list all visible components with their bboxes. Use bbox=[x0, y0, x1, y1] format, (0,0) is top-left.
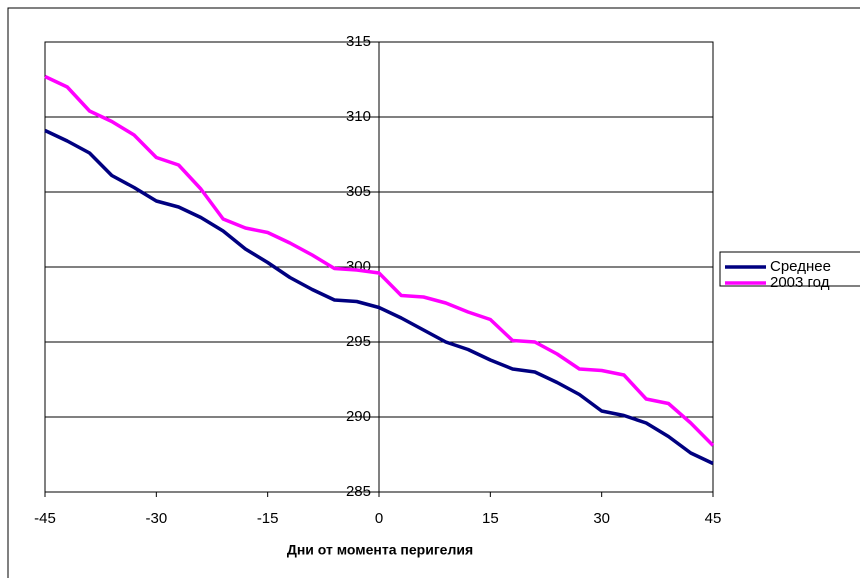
legend-box bbox=[719, 251, 860, 287]
x-tick-label: -15 bbox=[257, 510, 279, 527]
y-tick-label: 310 bbox=[346, 108, 371, 125]
y-tick-label: 305 bbox=[346, 183, 371, 200]
y-tick-label: 290 bbox=[346, 408, 371, 425]
x-axis-title: Дни от момента перигелия bbox=[287, 542, 473, 558]
x-tick-label: 15 bbox=[482, 510, 499, 527]
x-tick-label: -45 bbox=[34, 510, 56, 527]
y-tick-label: 315 bbox=[346, 33, 371, 50]
series-line bbox=[44, 74, 715, 447]
x-tick-label: 30 bbox=[593, 510, 610, 527]
chart-frame bbox=[7, 7, 860, 578]
y-tick-label: 285 bbox=[346, 483, 371, 500]
legend-label: Среднее bbox=[770, 258, 831, 275]
x-tick-label: 45 bbox=[705, 510, 722, 527]
x-tick-label: -30 bbox=[145, 510, 167, 527]
series-line bbox=[44, 128, 714, 466]
legend-label: 2003 год bbox=[770, 274, 830, 291]
x-tick-label: 0 bbox=[375, 510, 383, 527]
y-tick-label: 295 bbox=[346, 333, 371, 350]
